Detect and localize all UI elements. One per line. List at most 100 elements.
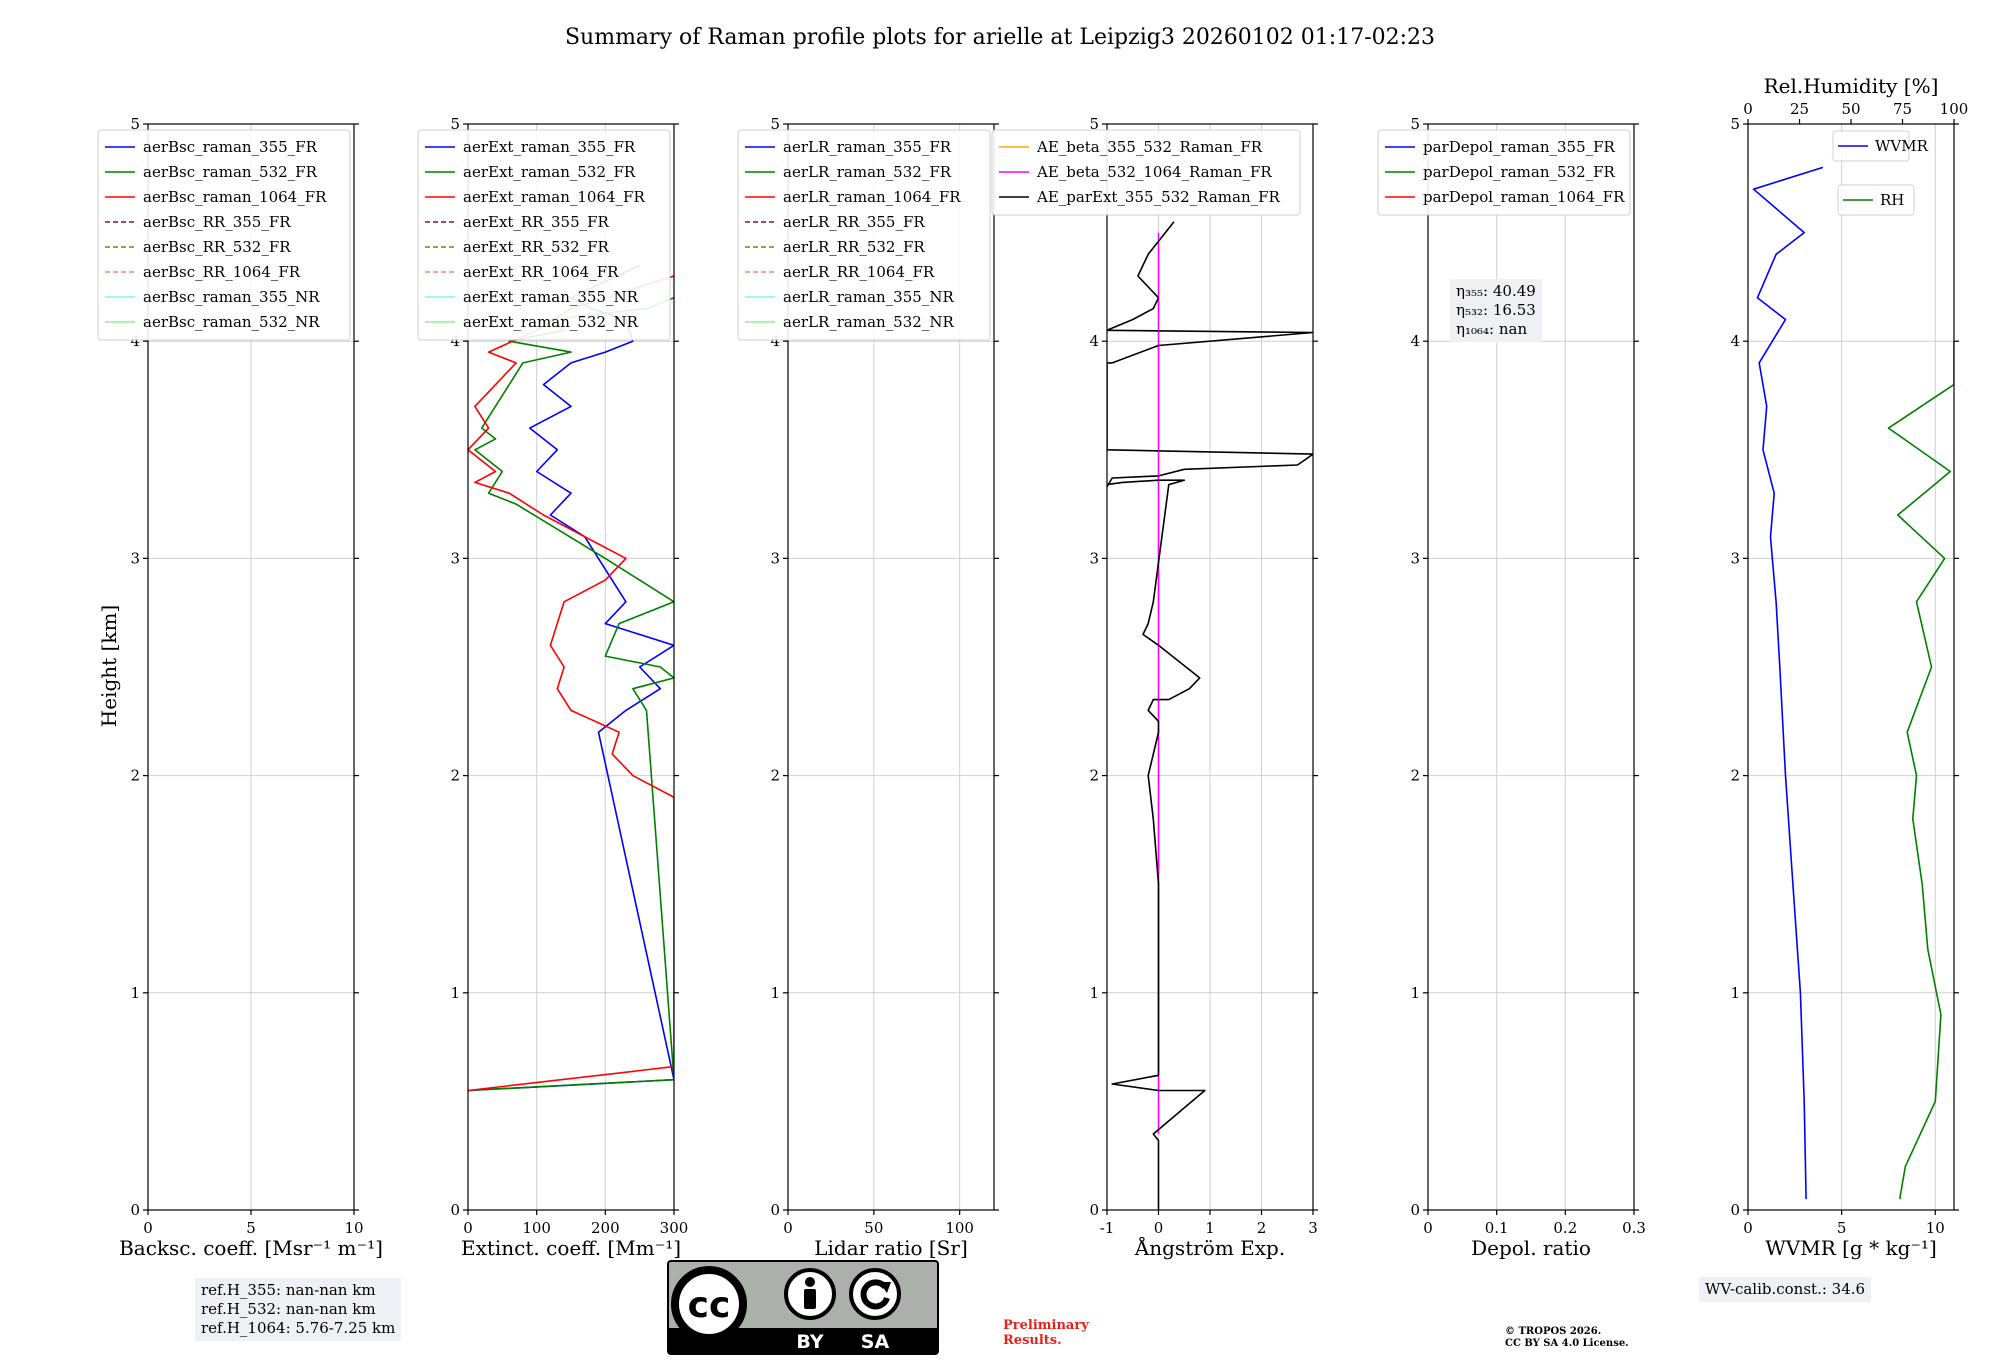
legend-label-AE_beta_532_1064_Raman_FR: AE_beta_532_1064_Raman_FR [1036,163,1272,181]
legend-label-aerBsc_RR_1064_FR: aerBsc_RR_1064_FR [143,263,301,281]
by-person-head-icon [805,1277,815,1287]
xtick-label-dep: 0.3 [1622,1219,1646,1237]
ytick-label-ae: 5 [1089,115,1099,133]
axes-frame-lr [787,123,995,1211]
series-line-aerExt_raman_1064_FR [468,275,674,1092]
ytick-label-ext: 2 [450,767,460,785]
panel-dep: 0 1 2 3 4 5 0 0.1 0.2 0.3 Depol. ratio parDepol_ram… [1377,115,1646,1260]
ytick-label-ext: 4 [450,332,460,350]
top-xtick-label-wv: 0 [1743,100,1753,118]
xtick-label-ae: 2 [1257,1219,1267,1237]
series-line-AE_parExt_355_532_Raman_FR [1107,221,1313,1210]
legend-label-AE_parExt_355_532_Raman_FR: AE_parExt_355_532_Raman_FR [1036,188,1281,206]
wv-calib-text: WV-calib.const.: 34.6 [1705,1280,1866,1298]
reference-height-note: ref.H_355: nan-nan km ref.H_532: nan-nan… [195,1278,402,1341]
xtick-label-dep: 0.1 [1485,1219,1509,1237]
xtick-label-ae: 3 [1308,1219,1318,1237]
sa-share-icon [849,1268,901,1320]
legend-label-parDepol_raman_355_FR: parDepol_raman_355_FR [1423,138,1616,156]
preliminary-line2: Results. [1003,1333,1062,1348]
ytick-label-bsc: 5 [130,115,140,133]
ytick-label-wv: 3 [1730,549,1740,567]
legend-label-aerLR_raman_532_NR: aerLR_raman_532_NR [783,313,954,331]
legend-label-AE_beta_355_532_Raman_FR: AE_beta_355_532_Raman_FR [1036,138,1263,156]
copyright-line2: CC BY SA 4.0 License. [1505,1338,1629,1349]
xtick-label-ext: 100 [522,1219,551,1237]
sa-arrow-icon [860,1279,890,1310]
cc-by-sa-license-badge: cc BY SA [667,1260,939,1355]
legend-label-aerExt_RR_355_FR: aerExt_RR_355_FR [463,213,610,231]
ytick-label-dep: 4 [1410,332,1420,350]
xlabel-wv: WVMR [g * kg⁻¹] [1765,1236,1937,1260]
eta532-value: : 16.53 [1483,301,1536,319]
xtick-label-bsc: 5 [246,1219,256,1237]
top-xtick-label-wv: 25 [1790,100,1809,118]
ytick-label-bsc: 4 [130,332,140,350]
eta355-value: : 40.49 [1483,282,1536,300]
legend-label-aerBsc_raman_355_FR: aerBsc_raman_355_FR [143,138,318,156]
series-line-WVMR [1752,166,1824,1200]
xtick-label-dep: 0.2 [1553,1219,1577,1237]
axes-frame-ext [467,123,675,1211]
xtick-label-lr: 0 [783,1219,793,1237]
series-group-wv [1752,166,1954,1200]
figure-title: Summary of Raman profile plots for ariel… [565,25,1435,50]
legend-box-ext [417,129,671,341]
legend-label-aerBsc_raman_532_NR: aerBsc_raman_532_NR [143,313,320,331]
legend-label-aerBsc_RR_355_FR: aerBsc_RR_355_FR [143,213,291,231]
legend-label-aerLR_RR_355_FR: aerLR_RR_355_FR [783,213,925,231]
xlabel-ae: Ångström Exp. [1134,1235,1285,1260]
ytick-label-wv: 4 [1730,332,1740,350]
xtick-label-bsc: 0 [143,1219,153,1237]
top-xtick-label-wv: 75 [1893,100,1912,118]
legend-box-dep [1377,129,1631,216]
ytick-label-wv: 1 [1730,984,1740,1002]
cc-circle-icon [671,1266,747,1342]
eta532-label: η₅₃₂ [1456,301,1484,319]
ytick-label-bsc: 3 [130,549,140,567]
legend-label-aerExt_RR_1064_FR: aerExt_RR_1064_FR [463,263,619,281]
y-axis-label: Height [km] [97,605,121,727]
ytick-label-dep: 3 [1410,549,1420,567]
legend-box-bsc [97,129,351,341]
ytick-label-ae: 3 [1089,549,1099,567]
sa-arrow-head-icon [879,1282,891,1293]
sa-label: SA [861,1331,890,1353]
ytick-label-wv: 0 [1730,1201,1740,1219]
series-group-ae [1107,221,1313,1210]
axes-frame-dep [1427,123,1635,1211]
legend-label-aerBsc_raman_532_FR: aerBsc_raman_532_FR [143,163,318,181]
eta1064-label: η₁₀₆₄ [1456,320,1490,338]
xtick-label-ext: 300 [660,1219,689,1237]
ytick-label-ae: 4 [1089,332,1099,350]
ytick-label-ext: 3 [450,549,460,567]
refh532-text: ref.H_532: nan-nan km [201,1300,376,1318]
copyright-line1: © TROPOS 2026. [1505,1326,1602,1337]
preliminary-results-note: Preliminary Results. [1003,1318,1089,1348]
series-line-aerExt_raman_355_FR [468,264,674,1092]
top-xtick-label-wv: 100 [1940,100,1969,118]
series-line-RH [1887,341,1954,1200]
legend-label-WVMR: WVMR [1875,137,1929,155]
top-xlabel-wv: Rel.Humidity [%] [1764,74,1939,98]
ytick-label-ae: 0 [1089,1201,1099,1219]
legend-label-aerLR_raman_355_NR: aerLR_raman_355_NR [783,288,954,306]
eta-note: η₃₅₅: 40.49 η₅₃₂: 16.53 η₁₀₆₄: nan [1450,279,1542,342]
legend-box-ae [991,129,1301,216]
series-group-ext [468,264,674,1092]
ytick-label-lr: 5 [770,115,780,133]
ytick-label-bsc: 0 [130,1201,140,1219]
legend-label-aerBsc_RR_532_FR: aerBsc_RR_532_FR [143,238,291,256]
axes-frame-wv [1747,123,1955,1211]
preliminary-line1: Preliminary [1003,1318,1089,1333]
xlabel-dep: Depol. ratio [1471,1236,1591,1260]
legend-label-RH: RH [1880,191,1904,209]
legend-label-aerExt_raman_355_FR: aerExt_raman_355_FR [463,138,636,156]
top-xtick-label-wv: 50 [1841,100,1860,118]
legend-box-WVMR [1832,130,1910,162]
ytick-label-wv: 5 [1730,115,1740,133]
eta1064-value: : nan [1489,320,1528,338]
xtick-label-lr: 100 [945,1219,974,1237]
